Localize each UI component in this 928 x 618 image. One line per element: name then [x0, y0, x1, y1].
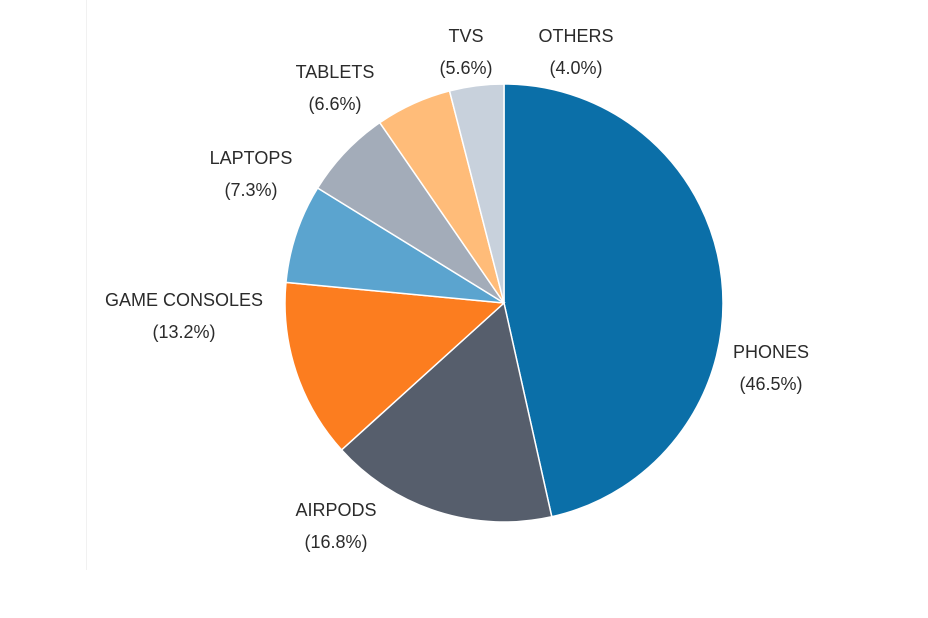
- slice-value-airpods: (16.8%): [304, 532, 367, 552]
- slice-value-tablets: (6.6%): [308, 94, 361, 114]
- slice-label-phones: PHONES: [733, 342, 809, 362]
- slice-value-laptops: (7.3%): [224, 180, 277, 200]
- slice-value-others: (4.0%): [549, 58, 602, 78]
- slice-labels: PHONES (46.5%) AIRPODS (16.8%) GAME CONSOLES…: [105, 26, 809, 552]
- slice-label-tablets: TABLETS: [296, 62, 375, 82]
- slice-value-tvs: (5.6%): [439, 58, 492, 78]
- pie-slice-airpods: [340, 301, 553, 523]
- slice-label-others: OTHERS: [538, 26, 613, 46]
- slice-value-phones: (46.5%): [739, 374, 802, 394]
- slice-label-tvs: TVS: [448, 26, 483, 46]
- pie-slice-phones: [503, 83, 724, 518]
- slice-label-laptops: LAPTOPS: [210, 148, 293, 168]
- pie-slices: [284, 83, 724, 523]
- frame-line: [86, 0, 87, 570]
- slice-label-airpods: AIRPODS: [295, 500, 376, 520]
- slice-label-game-consoles: GAME CONSOLES: [105, 290, 263, 310]
- pie-slice-others: [448, 83, 505, 304]
- pie-slice-game-consoles: [284, 281, 506, 451]
- slice-value-game-consoles: (13.2%): [152, 322, 215, 342]
- pie-slice-laptops: [285, 186, 505, 304]
